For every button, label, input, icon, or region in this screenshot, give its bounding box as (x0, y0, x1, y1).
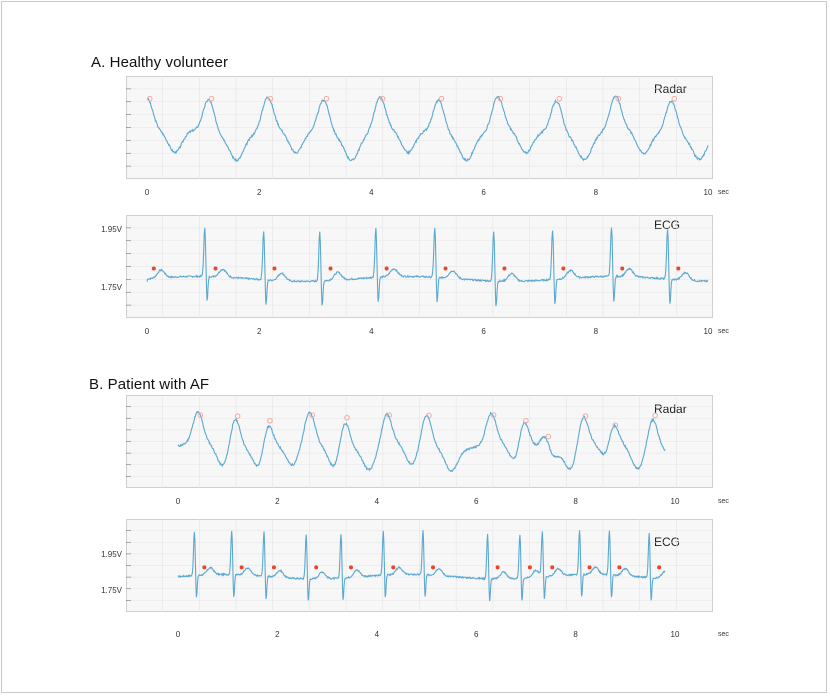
ecg-b-ytick-high: 1.95V (101, 550, 122, 559)
radar-beat-marker (582, 413, 589, 419)
x-tick-label: 6 (481, 188, 486, 197)
x-tick-label: 10 (670, 497, 680, 506)
section-title-a: A. Healthy volunteer (91, 54, 229, 71)
x-tick-label: 2 (275, 630, 280, 639)
radar-beat-marker (426, 412, 432, 419)
x-tick-label: 4 (374, 497, 380, 506)
x-unit-label: sec (718, 631, 729, 638)
radar-beat-marker (234, 413, 241, 419)
ecg-b-ytick-low: 1.75V (101, 586, 122, 595)
ecg-beat-marker (239, 565, 244, 570)
x-tick-label: 6 (481, 327, 486, 336)
radar-beat-marker (267, 417, 273, 424)
x-tick-label: 0 (144, 188, 150, 197)
ecg-beat-marker (495, 565, 500, 570)
ecg-beat-marker (502, 266, 507, 271)
radar-beat-marker (147, 95, 153, 102)
radar-beat-marker (612, 422, 619, 429)
ecg-beat-marker (314, 565, 319, 570)
x-tick-label: 10 (703, 327, 713, 336)
x-unit-label: sec (718, 498, 729, 505)
ecg-beat-marker (151, 266, 156, 271)
radar-label-b: Radar (654, 402, 687, 416)
x-tick-label: 0 (175, 497, 181, 506)
ecg-beat-marker (272, 266, 277, 271)
ecg-beat-marker (348, 565, 353, 570)
ecg-beat-marker (676, 266, 681, 271)
ecg-beat-marker (202, 565, 207, 570)
radar-beat-marker (438, 95, 445, 102)
radar-beat-marker (386, 412, 393, 418)
x-tick-label: 2 (256, 327, 262, 336)
radar-beat-marker (652, 412, 658, 419)
x-tick-label: 8 (593, 327, 599, 336)
radar-beat-marker (490, 412, 497, 418)
ecg-a-ytick-high: 1.95V (101, 225, 122, 234)
x-tick-label: 4 (369, 188, 374, 197)
x-tick-label: 0 (175, 630, 181, 639)
radar-beat-marker (197, 412, 204, 418)
x-tick-label: 10 (670, 630, 680, 639)
radar-beat-marker (379, 95, 386, 102)
x-tick-label: 0 (144, 327, 150, 336)
ecg-beat-marker (384, 266, 389, 271)
x-unit-label: sec (718, 189, 729, 196)
radar-beat-marker (523, 417, 529, 424)
x-tick-label: 2 (275, 497, 280, 506)
ecg-beat-marker (657, 565, 662, 570)
ecg-beat-marker (550, 565, 555, 570)
ecg-beat-marker (271, 565, 276, 570)
signal-trace (146, 227, 709, 307)
ecg-label-a: ECG (654, 218, 681, 232)
radar-beat-marker (309, 412, 315, 418)
x-tick-label: 8 (573, 630, 578, 639)
radar-beat-marker (497, 95, 504, 102)
ecg-beat-marker (213, 266, 218, 271)
signal-trace (177, 530, 666, 602)
radar-beat-marker (671, 95, 678, 102)
ecg-beat-marker (430, 565, 435, 570)
ecg-beat-marker (527, 565, 532, 570)
radar-beat-marker (267, 95, 274, 102)
x-tick-label: 6 (473, 630, 479, 639)
ecg-beat-marker (620, 266, 625, 271)
radar-beat-marker (556, 95, 563, 102)
radar-beat-marker (615, 95, 622, 102)
x-tick-label: 6 (473, 497, 479, 506)
ecg-beat-marker (561, 266, 566, 271)
ecg-beat-marker (328, 266, 333, 271)
radar-beat-marker (344, 414, 350, 421)
x-tick-label: 4 (369, 327, 374, 336)
section-title-b: B. Patient with AF (89, 376, 210, 393)
x-tick-label: 10 (703, 188, 713, 197)
ecg-beat-marker (617, 565, 622, 570)
radar-beat-marker (545, 433, 552, 440)
ecg-beat-marker (587, 565, 592, 570)
ecg-beat-marker (391, 565, 396, 570)
x-tick-label: 4 (374, 630, 380, 639)
radar-beat-marker (323, 95, 330, 102)
x-tick-label: 8 (573, 497, 578, 506)
signal-trace (146, 95, 709, 163)
x-tick-label: 2 (256, 188, 262, 197)
ecg-beat-marker (443, 266, 448, 271)
x-unit-label: sec (718, 328, 729, 335)
x-tick-label: 8 (593, 188, 599, 197)
radar-beat-marker (208, 95, 215, 102)
ecg-a-ytick-low: 1.75V (101, 283, 122, 292)
